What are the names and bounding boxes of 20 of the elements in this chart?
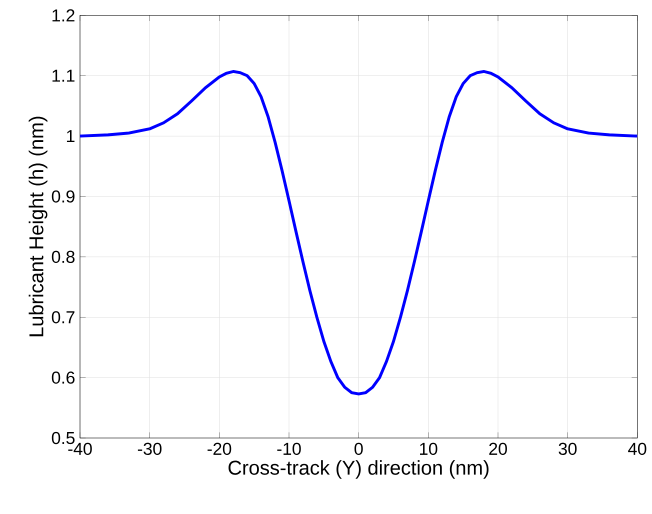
x-axis-title: Cross-track (Y) direction (nm) xyxy=(228,460,489,479)
x-tick-label: 30 xyxy=(558,442,577,455)
y-tick-label: 0.6 xyxy=(52,371,75,384)
y-tick-label: 1.1 xyxy=(52,70,74,82)
y-tick-label: 0.5 xyxy=(52,432,75,444)
y-tick-label: 1 xyxy=(66,130,74,142)
y-tick-label: 0.7 xyxy=(52,311,74,324)
x-tick-label: 0 xyxy=(354,442,363,455)
x-tick-label: 40 xyxy=(628,442,646,455)
line-series xyxy=(80,70,638,396)
x-tick-label: -30 xyxy=(138,442,162,455)
x-tick-label: -20 xyxy=(208,442,232,455)
x-tick-label: -40 xyxy=(68,442,92,455)
x-tick-label: -10 xyxy=(277,442,301,455)
x-tick-label: 10 xyxy=(420,442,438,455)
y-tick-label: 0.8 xyxy=(52,250,75,263)
x-tick-label: 20 xyxy=(489,442,507,455)
y-tick-label: 1.2 xyxy=(52,9,74,22)
y-tick-label: 0.9 xyxy=(52,190,74,203)
y-axis-title: Lubricant Height (h) (nm) xyxy=(28,116,48,336)
